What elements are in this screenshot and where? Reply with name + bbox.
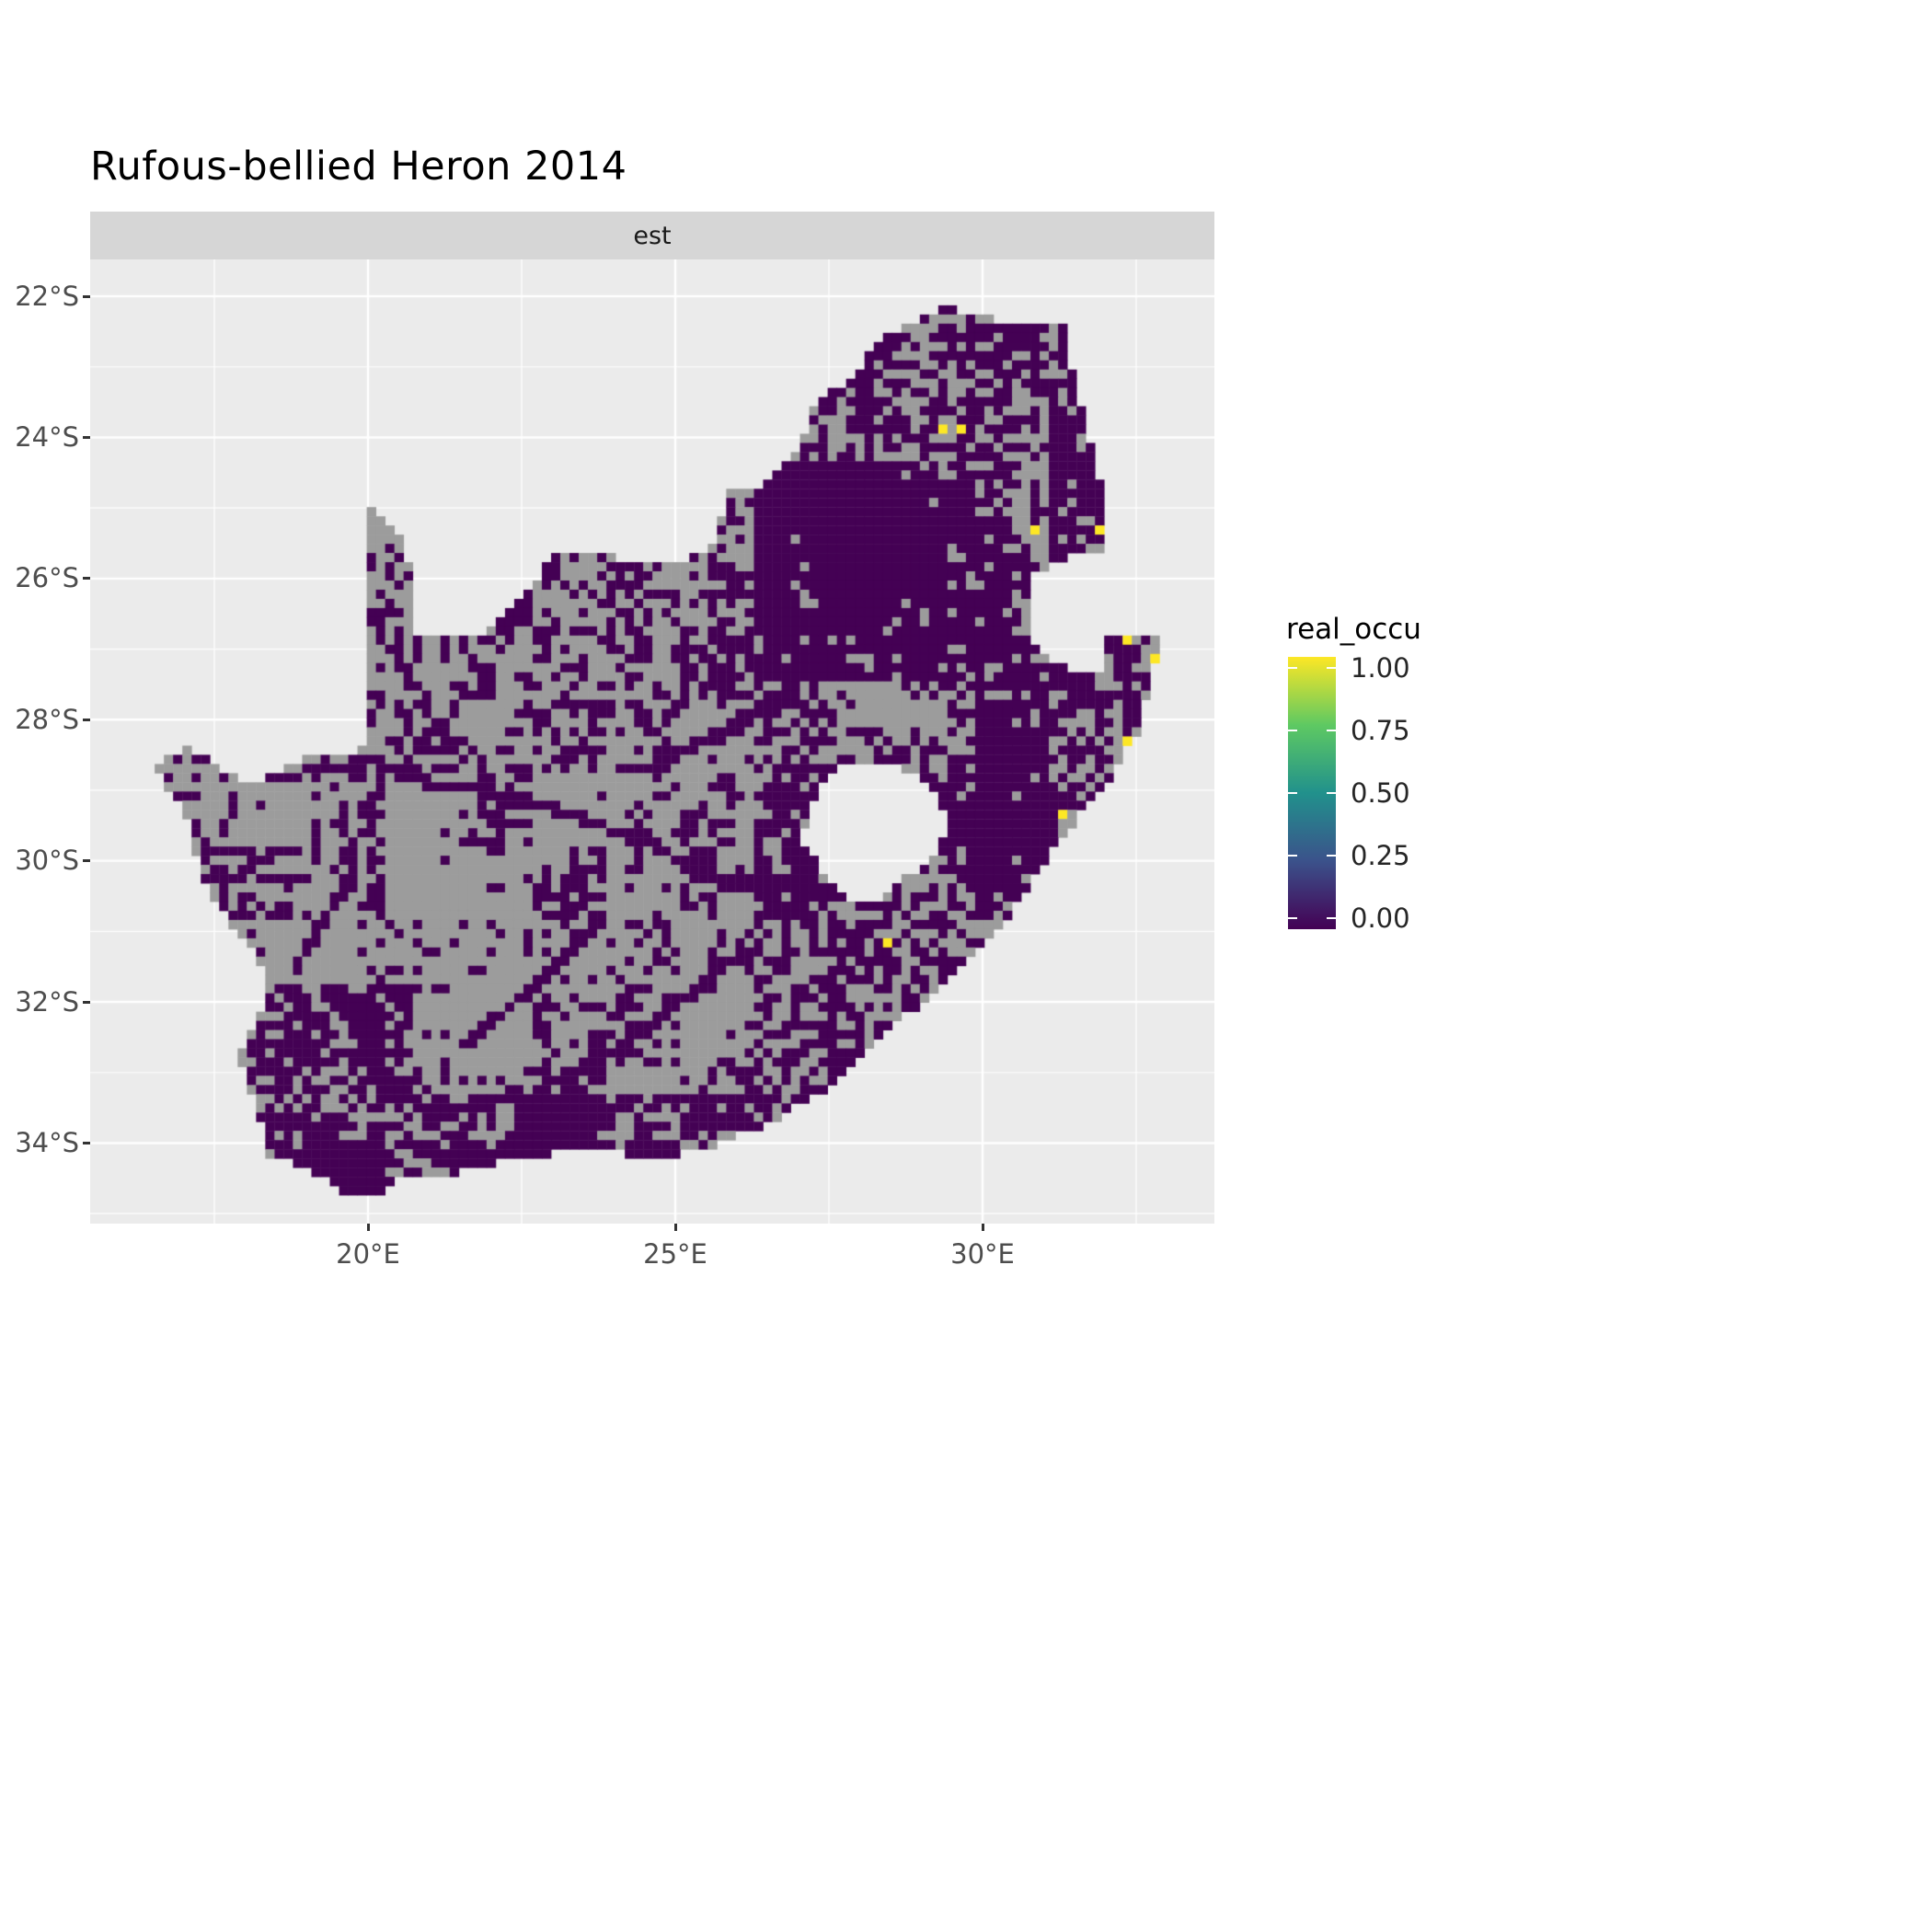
legend-tick-mark — [1288, 730, 1297, 731]
y-tick-label: 34°S — [15, 1127, 79, 1158]
y-tick-label: 32°S — [15, 986, 79, 1018]
x-tick-label: 20°E — [336, 1238, 400, 1270]
y-tick-label: 28°S — [15, 704, 79, 735]
legend-tick-mark — [1327, 667, 1336, 669]
x-axis-tick-mark — [367, 1224, 370, 1231]
y-axis-tick-mark — [83, 295, 90, 298]
y-tick-label: 30°S — [15, 845, 79, 876]
y-axis-tick-mark — [83, 719, 90, 721]
x-axis-tick-mark — [982, 1224, 984, 1231]
legend-label: 1.00 — [1351, 652, 1410, 684]
plot-title: Rufous-bellied Heron 2014 — [90, 144, 627, 190]
y-axis-tick-mark — [83, 859, 90, 862]
legend-tick-mark — [1327, 855, 1336, 857]
y-axis-tick-mark — [83, 577, 90, 580]
y-tick-label: 22°S — [15, 281, 79, 312]
x-tick-label: 25°E — [643, 1238, 707, 1270]
legend-tick-mark — [1327, 730, 1336, 731]
legend-label: 0.00 — [1351, 903, 1410, 934]
legend-label: 0.25 — [1351, 840, 1410, 871]
legend-tick-mark — [1288, 792, 1297, 794]
legend-tick-mark — [1288, 855, 1297, 857]
facet-strip: est — [90, 212, 1214, 259]
legend-tick-mark — [1288, 917, 1297, 919]
legend-tick-mark — [1327, 917, 1336, 919]
legend-label: 0.50 — [1351, 777, 1410, 809]
legend-title: real_occu — [1286, 613, 1421, 646]
x-tick-label: 30°E — [950, 1238, 1015, 1270]
facet-strip-label: est — [633, 221, 672, 250]
y-axis-tick-mark — [83, 1001, 90, 1004]
map-canvas — [90, 259, 1214, 1224]
y-axis-tick-mark — [83, 1142, 90, 1144]
y-axis-tick-mark — [83, 436, 90, 439]
legend-label: 0.75 — [1351, 715, 1410, 746]
legend-tick-mark — [1327, 792, 1336, 794]
legend-tick-mark — [1288, 667, 1297, 669]
y-tick-label: 24°S — [15, 421, 79, 453]
x-axis-tick-mark — [674, 1224, 677, 1231]
y-tick-label: 26°S — [15, 562, 79, 593]
